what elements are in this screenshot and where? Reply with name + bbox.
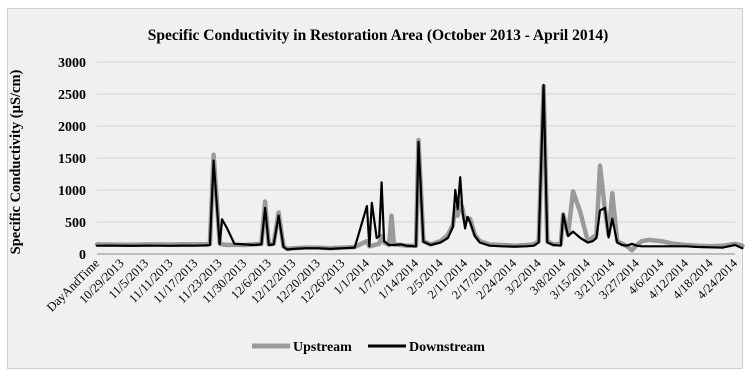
y-tick-label: 500 [65, 216, 86, 231]
y-tick-label: 2000 [58, 120, 86, 135]
chart-title: Specific Conductivity in Restoration Are… [148, 27, 609, 44]
y-axis-label: Specific Conductivity (µS/cm) [8, 69, 24, 254]
series-line-downstream [95, 83, 744, 251]
x-axis-ticks: DayAndTime10/29/201311/5/201311/11/20131… [44, 256, 741, 315]
chart-frame [7, 8, 743, 369]
legend-downstream-label: Downstream [409, 340, 485, 355]
legend: Upstream Downstream [252, 340, 485, 355]
y-tick-label: 0 [79, 248, 86, 263]
series-layer [94, 83, 745, 253]
y-tick-label: 1500 [58, 152, 86, 167]
grid-lines [97, 61, 735, 223]
y-tick-label: 3000 [58, 56, 86, 71]
y-tick-label: 2500 [58, 88, 86, 103]
y-axis-ticks: 0 500 1000 1500 2000 2500 3000 [58, 56, 86, 263]
legend-upstream-label: Upstream [293, 340, 352, 355]
y-tick-label: 1000 [58, 184, 86, 199]
